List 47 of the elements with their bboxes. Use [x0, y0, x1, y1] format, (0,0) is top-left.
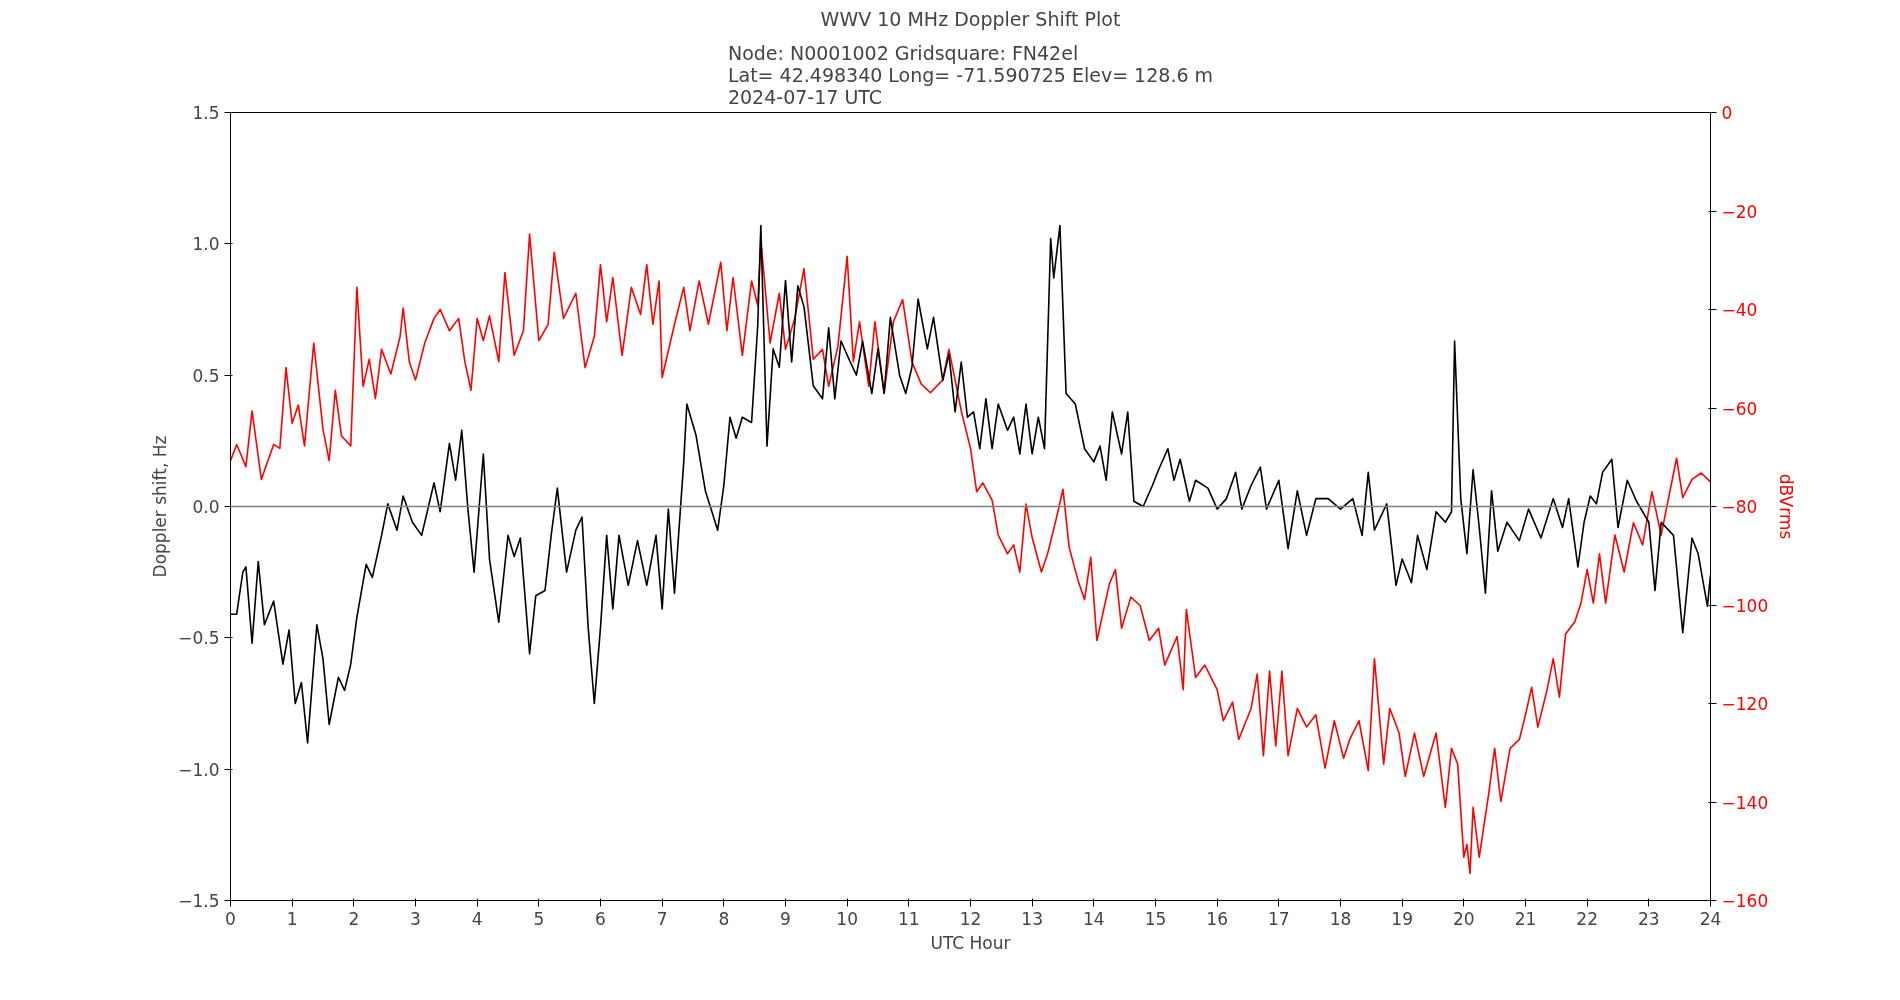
- y2-tick-label: −100: [1721, 595, 1769, 616]
- y-tick-label: −0.5: [178, 628, 220, 649]
- y2-tick-label: −160: [1721, 891, 1769, 911]
- y-tick-label: 0.5: [192, 365, 220, 386]
- y2-tick-label: −80: [1721, 497, 1758, 517]
- y2-axis-title: dBVrms: [1776, 473, 1797, 540]
- y2-tick-label: −140: [1721, 792, 1769, 813]
- x-tick-label: 11: [898, 908, 920, 929]
- x-tick-label: 2: [348, 908, 360, 929]
- x-axis-title: UTC Hour: [930, 932, 1011, 953]
- x-tick-label: 4: [471, 908, 483, 929]
- y2-tick-label: −60: [1721, 398, 1758, 419]
- x-tick-label: 20: [1453, 908, 1475, 929]
- y-tick-label: −1.0: [178, 759, 220, 780]
- x-tick-label: 13: [1021, 908, 1043, 929]
- y-axis-title: Doppler shift, Hz: [150, 435, 171, 578]
- x-tick-label: 24: [1699, 908, 1722, 929]
- x-tick-label: 21: [1514, 908, 1537, 929]
- x-tick-label: 18: [1329, 908, 1352, 929]
- x-tick-label: 16: [1206, 908, 1228, 929]
- x-tick-label: 19: [1391, 908, 1413, 929]
- y2-tick-label: 0: [1721, 103, 1733, 123]
- line-series: [230, 233, 1711, 875]
- x-tick-label: 14: [1083, 908, 1105, 929]
- y2-tick-label: −20: [1721, 201, 1758, 222]
- y-tick-label: −1.5: [178, 891, 220, 911]
- x-tick-label: 3: [410, 908, 421, 929]
- x-tick-label: 0: [225, 908, 236, 929]
- x-tick-label: 22: [1576, 908, 1598, 929]
- y2-tick-label: −120: [1721, 694, 1769, 714]
- x-tick-label: 17: [1268, 908, 1290, 929]
- chart-title: WWV 10 MHz Doppler Shift Plot: [820, 7, 1121, 30]
- y-tick-label: 1.5: [192, 103, 220, 123]
- x-tick-label: 5: [533, 908, 545, 929]
- y-tick-label: 1.0: [192, 234, 220, 255]
- x-tick-label: 12: [959, 908, 982, 929]
- x-tick-label: 23: [1638, 908, 1660, 929]
- x-tick-label: 10: [836, 908, 858, 929]
- y-tick-label: 0.0: [192, 497, 220, 517]
- y2-tick-label: −40: [1721, 300, 1758, 320]
- x-tick-label: 7: [656, 908, 668, 929]
- x-tick-label: 15: [1144, 908, 1167, 929]
- x-tick-label: 8: [718, 908, 730, 929]
- chart-subtitle: Node: N0001002 Gridsquare: FN42el Lat= 42.498340 Long= -71.590725 Elev= 128.6 m 2024-07-17 UTC: [727, 41, 1214, 108]
- x-tick-label: 9: [780, 908, 791, 929]
- x-tick-label: 1: [286, 908, 298, 929]
- x-tick-label: 6: [595, 908, 606, 929]
